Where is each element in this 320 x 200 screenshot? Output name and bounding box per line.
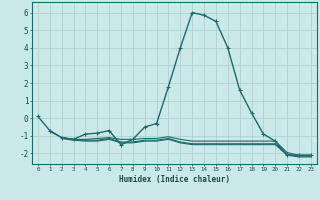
X-axis label: Humidex (Indice chaleur): Humidex (Indice chaleur)	[119, 175, 230, 184]
